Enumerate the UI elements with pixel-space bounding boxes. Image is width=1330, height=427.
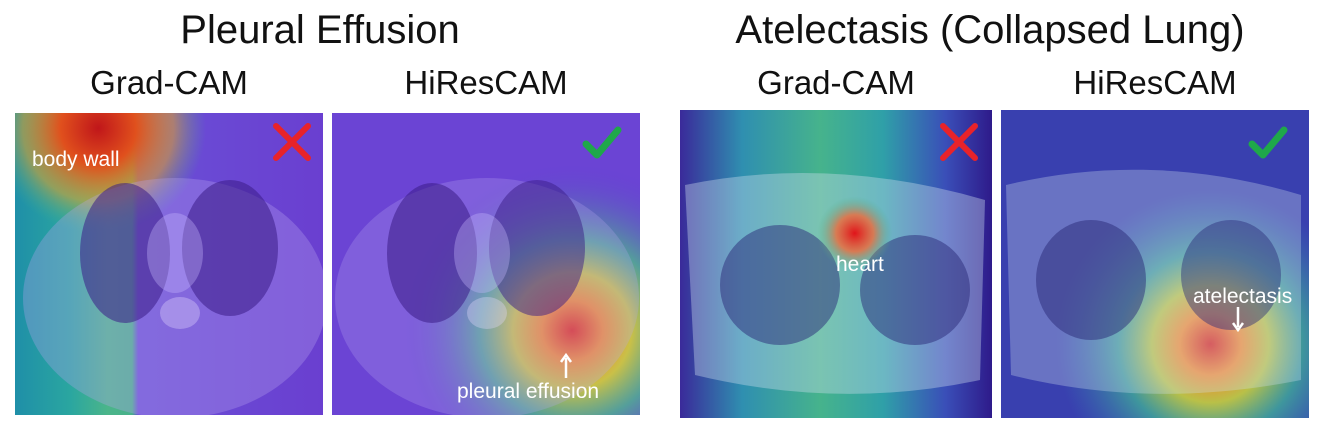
ct-scan-panel-pleural-gradcam bbox=[15, 113, 323, 415]
cross-icon bbox=[940, 123, 978, 161]
arrow-up-icon bbox=[559, 352, 573, 378]
group-title-pleural-effusion: Pleural Effusion bbox=[180, 8, 460, 52]
annotation-pleural-effusion: pleural effusion bbox=[457, 380, 600, 403]
check-icon bbox=[1248, 126, 1288, 159]
annotation-heart: heart bbox=[836, 253, 884, 276]
ct-scan-panel-atelectasis-hirescam bbox=[1001, 110, 1309, 418]
ct-scan-panel-pleural-hirescam bbox=[332, 113, 640, 415]
annotation-body-wall: body wall bbox=[32, 148, 120, 171]
annotation-atelectasis: atelectasis bbox=[1193, 285, 1293, 308]
method-label-hirescam-2: HiResCAM bbox=[1073, 64, 1237, 101]
method-label-gradcam-1: Grad-CAM bbox=[90, 64, 248, 101]
ct-scan-panel-atelectasis-gradcam bbox=[680, 110, 992, 418]
group-title-atelectasis: Atelectasis (Collapsed Lung) bbox=[735, 8, 1245, 52]
cross-icon bbox=[273, 123, 311, 161]
arrow-down-icon bbox=[1231, 307, 1245, 333]
method-label-gradcam-2: Grad-CAM bbox=[757, 64, 915, 101]
check-icon bbox=[582, 126, 622, 159]
method-label-hirescam-1: HiResCAM bbox=[404, 64, 568, 101]
